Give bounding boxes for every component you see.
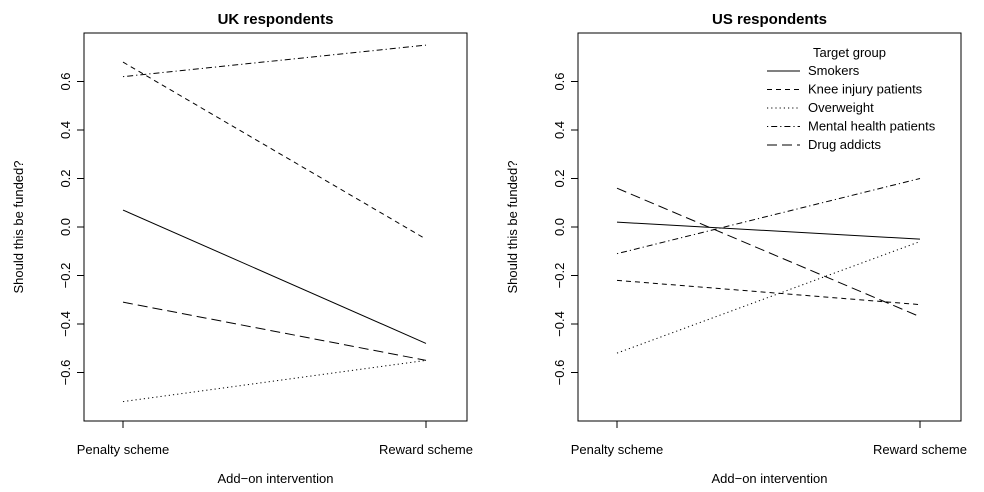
y-tick-label: −0.4 <box>58 311 73 337</box>
series-line-smokers <box>616 221 921 240</box>
chart-title: US respondents <box>712 11 827 28</box>
series-line-overweight <box>122 359 427 403</box>
legend-label: Knee injury patients <box>808 82 923 97</box>
chart-panel-us: US respondents −0.6 −0.4 −0.2 0.0 0.2 0.4 0.6 Sh… <box>505 11 967 486</box>
legend: Target group Smokers Knee injury patients O… <box>767 45 936 152</box>
y-axis-label: Should this be funded? <box>11 161 26 294</box>
series-line-knee-injury-patients <box>122 61 427 240</box>
series-line-drug-addicts <box>122 301 427 361</box>
x-tick-label: Penalty scheme <box>571 442 664 457</box>
y-tick-label: −0.6 <box>552 360 567 386</box>
y-tick-label: 0.4 <box>58 121 73 139</box>
x-tick-label: Penalty scheme <box>77 442 170 457</box>
series-line-mental-health-patients <box>616 178 921 255</box>
x-tick-label: Reward scheme <box>873 442 967 457</box>
chart-title: UK respondents <box>218 11 334 28</box>
series-line-mental-health-patients <box>122 44 427 78</box>
x-axis-label: Add−on intervention <box>217 471 333 486</box>
legend-label: Smokers <box>808 63 860 78</box>
series-line-smokers <box>122 209 427 344</box>
legend-label: Drug addicts <box>808 137 881 152</box>
y-tick-label: −0.2 <box>58 263 73 289</box>
y-axis-label: Should this be funded? <box>505 161 520 294</box>
y-tick-label: 0.4 <box>552 121 567 139</box>
y-tick-label: −0.4 <box>552 311 567 337</box>
plot-frame <box>83 32 468 422</box>
legend-title: Target group <box>813 45 886 60</box>
y-tick-label: −0.6 <box>58 360 73 386</box>
x-tick-label: Reward scheme <box>379 442 473 457</box>
y-tick-label: 0.2 <box>552 169 567 187</box>
y-tick-label: −0.2 <box>552 263 567 289</box>
y-tick-label: 0.6 <box>58 72 73 90</box>
y-tick-label: 0.0 <box>552 218 567 236</box>
series-line-drug-addicts <box>616 187 921 318</box>
x-axis-label: Add−on intervention <box>711 471 827 486</box>
y-tick-label: 0.0 <box>58 218 73 236</box>
series-line-knee-injury-patients <box>616 279 921 306</box>
legend-label: Overweight <box>808 100 874 115</box>
chart-panel-uk: UK respondents −0.6 −0.4 −0.2 0.0 0.2 0.4 0.6 Sh… <box>11 11 473 486</box>
y-tick-label: 0.2 <box>58 169 73 187</box>
y-tick-label: 0.6 <box>552 72 567 90</box>
series-line-overweight <box>616 241 921 354</box>
legend-label: Mental health patients <box>808 119 936 134</box>
